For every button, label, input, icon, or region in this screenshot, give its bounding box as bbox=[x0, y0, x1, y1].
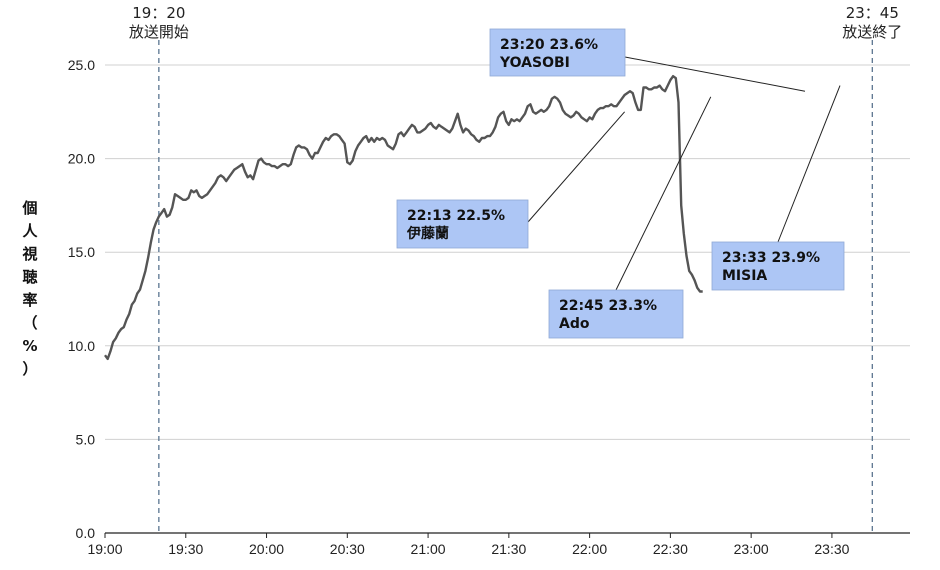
callout-box bbox=[548, 289, 684, 339]
y-axis-label-char: 個 bbox=[21, 199, 37, 217]
x-tick-label: 22:00 bbox=[572, 541, 607, 557]
y-tick-label: 25.0 bbox=[68, 57, 95, 73]
y-axis-label-char: 人 bbox=[22, 222, 38, 240]
x-tick-label: 20:00 bbox=[249, 541, 284, 557]
callout-leader-line bbox=[527, 111, 625, 223]
rating-series-line bbox=[104, 75, 703, 361]
broadcast-marker-time: 19：20 bbox=[132, 4, 185, 22]
callout-time-rating: 22:45 23.3% bbox=[559, 298, 657, 314]
callout-performer: MISIA bbox=[722, 268, 767, 284]
y-axis-label-char: % bbox=[22, 337, 37, 355]
broadcast-marker-caption: 放送開始 bbox=[129, 23, 189, 41]
x-tick-label: 19:00 bbox=[87, 541, 122, 557]
x-tick-label: 20:30 bbox=[330, 541, 365, 557]
y-tick-label: 20.0 bbox=[68, 151, 95, 167]
x-tick-label: 19:30 bbox=[168, 541, 203, 557]
callout-performer: YOASOBI bbox=[499, 55, 570, 71]
callout-performer: Ado bbox=[559, 316, 590, 332]
y-tick-label: 0.0 bbox=[76, 525, 96, 541]
callout-time-rating: 22:13 22.5% bbox=[407, 208, 505, 224]
y-tick-label: 5.0 bbox=[76, 431, 96, 447]
y-tick-label: 10.0 bbox=[68, 338, 95, 354]
y-axis-label-char: ） bbox=[22, 360, 37, 378]
callout-time-rating: 23:33 23.9% bbox=[722, 250, 820, 266]
callout-performer: 伊藤蘭 bbox=[406, 225, 449, 242]
x-tick-label: 21:00 bbox=[411, 541, 446, 557]
y-axis-label-char: 聴 bbox=[22, 268, 37, 286]
callout-time-rating: 23:20 23.6% bbox=[500, 37, 598, 53]
broadcast-marker-caption: 放送終了 bbox=[842, 23, 902, 41]
x-tick-label: 22:30 bbox=[653, 541, 688, 557]
y-axis-label-char: 視 bbox=[21, 245, 37, 263]
y-axis-label-char: （ bbox=[22, 314, 37, 332]
broadcast-marker-time: 23：45 bbox=[846, 4, 899, 22]
callout-box bbox=[396, 199, 529, 249]
callout-leader-line bbox=[624, 56, 806, 92]
callout-box bbox=[711, 241, 845, 291]
x-tick-label: 23:00 bbox=[734, 541, 769, 557]
x-tick-label: 21:30 bbox=[491, 541, 526, 557]
callout-leader-line bbox=[615, 96, 712, 291]
y-tick-label: 15.0 bbox=[68, 244, 95, 260]
x-tick-label: 23:30 bbox=[814, 541, 849, 557]
callout-leader-line bbox=[777, 85, 841, 243]
y-axis-label-char: 率 bbox=[22, 291, 37, 309]
callout-box bbox=[489, 28, 626, 77]
